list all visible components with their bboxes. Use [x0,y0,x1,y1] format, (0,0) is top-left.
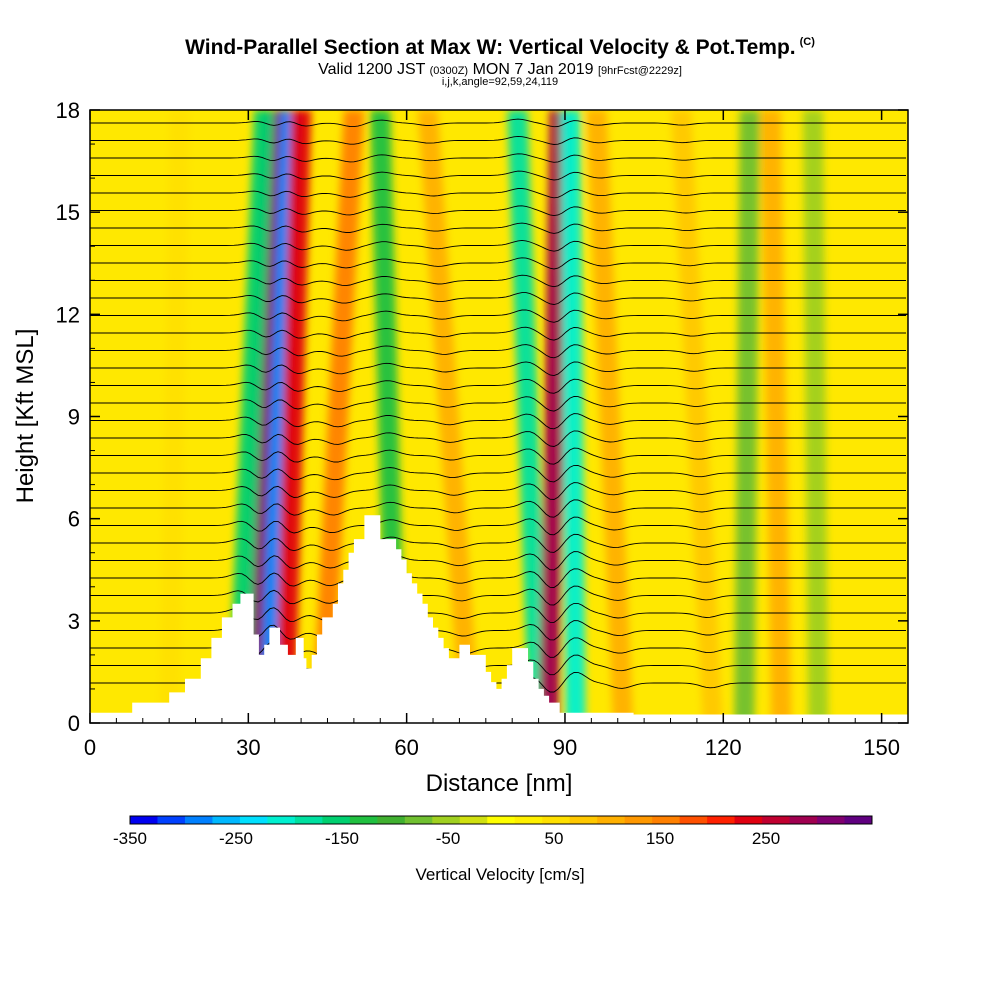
isentrope-4 [90,602,906,623]
colorbar-swatch [844,816,873,824]
isentrope-20 [90,326,906,341]
y-tick-label: 18 [56,98,80,123]
velocity-band-2 [275,110,312,723]
y-tick-label: 0 [68,711,80,736]
y-tick-label: 15 [56,200,80,225]
colorbar-swatch [707,816,736,824]
velocity-band-3 [227,110,275,723]
velocity-band-6 [417,110,480,723]
colorbar-swatch [459,816,488,824]
y-axis-label: Height [Kft MSL] [12,329,39,504]
colorbar-swatch [624,816,653,824]
isentrope-31 [90,135,906,145]
colorbar-swatch [212,816,241,824]
x-tick-label: 60 [394,735,418,760]
y-axis: 0 3 6 9 12 15 18 [56,98,908,736]
terrain [90,515,908,723]
isentrope-13 [90,447,906,465]
colorbar-swatch [404,816,433,824]
isentrope-25 [90,239,906,252]
colorbar-swatch [184,816,213,824]
colorbar-tick-label: 150 [646,829,674,848]
colorbar-tick-label: -350 [113,829,147,848]
isentrope-14 [90,430,906,447]
x-tick-label: 120 [705,735,742,760]
title-tag: (C) [799,36,815,48]
grid-indices: i,j,k,angle=92,59,24,119 [441,76,559,88]
colorbar-swatch [569,816,598,824]
colorbar-tick-label: -50 [436,829,461,848]
isentrope-23 [90,274,906,288]
isentrope-17 [90,378,906,394]
colorbar-swatch [239,816,268,824]
isentrope-5 [90,585,906,606]
isentrope-27 [90,205,906,217]
colorbar-swatch [734,816,763,824]
colorbar-swatch [762,816,791,824]
isentrope-19 [90,344,906,359]
isentrope-24 [90,257,906,270]
isentrope-15 [90,413,906,430]
colorbar-tick-label: -150 [325,829,359,848]
velocity-band-7 [507,110,549,723]
colorbar-swatch [817,816,846,824]
y-tick-label: 3 [68,609,80,634]
isentrope-30 [90,153,906,163]
isentrope-29 [90,170,906,181]
valid-time: Valid 1200 JST (0300Z) MON 7 Jan 2019 [9… [318,61,682,78]
y-tick-label: 9 [68,405,80,430]
chart-title: Wind-Parallel Section at Max W: Vertical… [185,36,815,59]
x-tick-label: 90 [553,735,577,760]
velocity-band-11 [671,110,723,723]
x-axis-label: Distance [nm] [426,770,573,797]
x-tick-label: 30 [236,735,260,760]
colorbar-tick-label: 250 [752,829,780,848]
velocity-band-10 [586,110,634,723]
isentrope-10 [90,499,906,518]
x-axis: 0 30 60 90 120 150 [84,110,900,760]
colorbar-swatch [322,816,351,824]
colorbar-swatch [679,816,708,824]
isentrope-9 [90,516,906,536]
isentrope-32 [90,118,906,128]
isentrope-6 [90,568,906,588]
colorbar-swatch [789,816,818,824]
colorbar-swatch [487,816,516,824]
isentrope-21 [90,309,906,323]
y-tick-label: 6 [68,507,80,532]
isentrope-12 [90,464,906,483]
colorbar-frame [129,815,873,825]
isentrope-28 [90,188,906,199]
colorbar-swatch [542,816,571,824]
colorbar-swatch [597,816,626,824]
x-tick-label: 150 [863,735,900,760]
isentrope-11 [90,482,906,500]
isentrope-22 [90,292,906,305]
colorbar-swatch [514,816,543,824]
y-tick-label: 12 [56,302,80,327]
colorbar-swatch [349,816,378,824]
colorbar: -350 -250 -150 -50 50 150 250 [113,815,873,848]
colorbar-swatch [652,816,681,824]
colorbar-swatch [157,816,186,824]
potential-temperature-contours [90,102,906,693]
x-tick-label: 0 [84,735,96,760]
isentrope-26 [90,222,906,234]
colorbar-tick-label: -250 [219,829,253,848]
colorbar-swatch [294,816,323,824]
colorbar-label: Vertical Velocity [cm/s] [415,865,584,884]
isentrope-33 [90,102,906,109]
colorbar-swatch [267,816,296,824]
colorbar-swatch [432,816,461,824]
colorbar-tick-label: 50 [545,829,564,848]
colorbar-swatch [130,816,158,824]
isentrope-18 [90,361,906,377]
isentrope-7 [90,551,906,571]
isentrope-16 [90,395,906,412]
isentrope-8 [90,533,906,553]
colorbar-swatch [377,816,406,824]
velocity-band-4 [312,110,364,723]
